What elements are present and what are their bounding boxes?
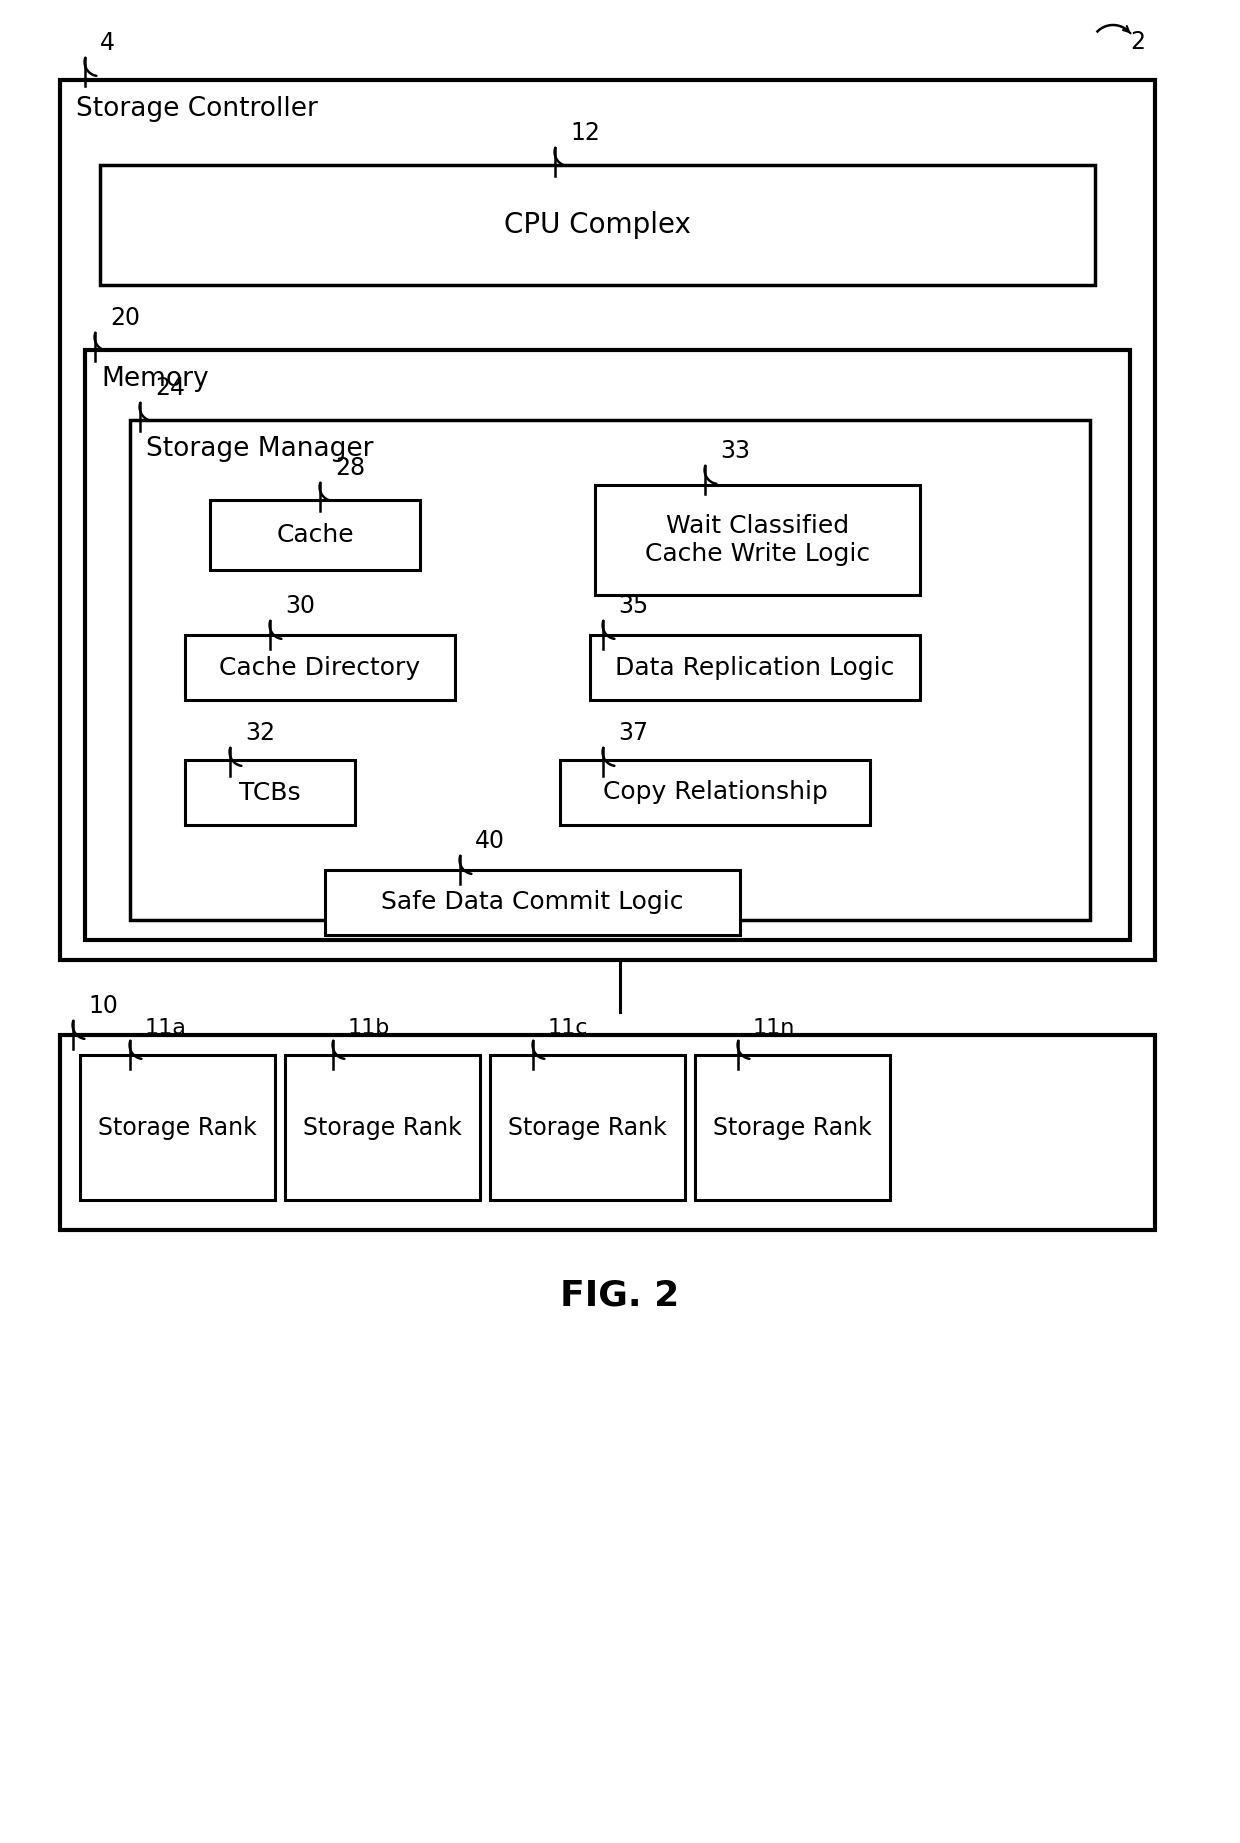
Bar bbox=[560, 759, 870, 826]
Bar bbox=[694, 1054, 890, 1200]
Text: 12: 12 bbox=[570, 122, 600, 146]
Text: CPU Complex: CPU Complex bbox=[505, 210, 691, 240]
Text: Storage Rank: Storage Rank bbox=[303, 1115, 461, 1139]
Bar bbox=[100, 166, 1095, 286]
Text: 11b: 11b bbox=[348, 1017, 391, 1038]
Text: Wait Classified
Cache Write Logic: Wait Classified Cache Write Logic bbox=[645, 514, 870, 566]
Bar bbox=[86, 350, 1130, 940]
Text: Storage Manager: Storage Manager bbox=[146, 437, 373, 463]
Bar bbox=[60, 79, 1154, 960]
Text: 24: 24 bbox=[155, 376, 185, 400]
Text: 28: 28 bbox=[335, 455, 365, 479]
Text: Storage Rank: Storage Rank bbox=[508, 1115, 667, 1139]
Text: 2: 2 bbox=[1130, 29, 1145, 53]
Text: 40: 40 bbox=[475, 829, 505, 853]
Text: 11c: 11c bbox=[548, 1017, 589, 1038]
Bar bbox=[325, 870, 740, 934]
Text: Data Replication Logic: Data Replication Logic bbox=[615, 656, 895, 680]
Bar bbox=[60, 1036, 1154, 1229]
Bar bbox=[81, 1054, 275, 1200]
Text: Copy Relationship: Copy Relationship bbox=[603, 780, 827, 805]
Text: 11a: 11a bbox=[145, 1017, 187, 1038]
Bar bbox=[590, 636, 920, 700]
Text: Storage Rank: Storage Rank bbox=[98, 1115, 257, 1139]
Bar bbox=[595, 485, 920, 595]
Text: 37: 37 bbox=[618, 721, 649, 745]
Bar bbox=[185, 759, 355, 826]
Text: FIG. 2: FIG. 2 bbox=[560, 1277, 680, 1312]
Text: 32: 32 bbox=[246, 721, 275, 745]
Text: 30: 30 bbox=[285, 593, 315, 617]
Bar bbox=[210, 499, 420, 569]
Text: Cache: Cache bbox=[277, 523, 353, 547]
Bar bbox=[130, 420, 1090, 920]
Text: 10: 10 bbox=[88, 993, 118, 1017]
Text: 35: 35 bbox=[618, 593, 649, 617]
Text: 11n: 11n bbox=[753, 1017, 795, 1038]
Bar bbox=[285, 1054, 480, 1200]
Bar bbox=[490, 1054, 684, 1200]
Text: Storage Rank: Storage Rank bbox=[713, 1115, 872, 1139]
Bar bbox=[185, 636, 455, 700]
Text: Cache Directory: Cache Directory bbox=[219, 656, 420, 680]
Text: Storage Controller: Storage Controller bbox=[76, 96, 317, 122]
Text: Safe Data Commit Logic: Safe Data Commit Logic bbox=[381, 890, 683, 914]
Text: TCBs: TCBs bbox=[239, 780, 301, 805]
Text: 33: 33 bbox=[720, 439, 750, 463]
Text: Memory: Memory bbox=[100, 367, 208, 393]
Text: 20: 20 bbox=[110, 306, 140, 330]
Text: 4: 4 bbox=[100, 31, 115, 55]
